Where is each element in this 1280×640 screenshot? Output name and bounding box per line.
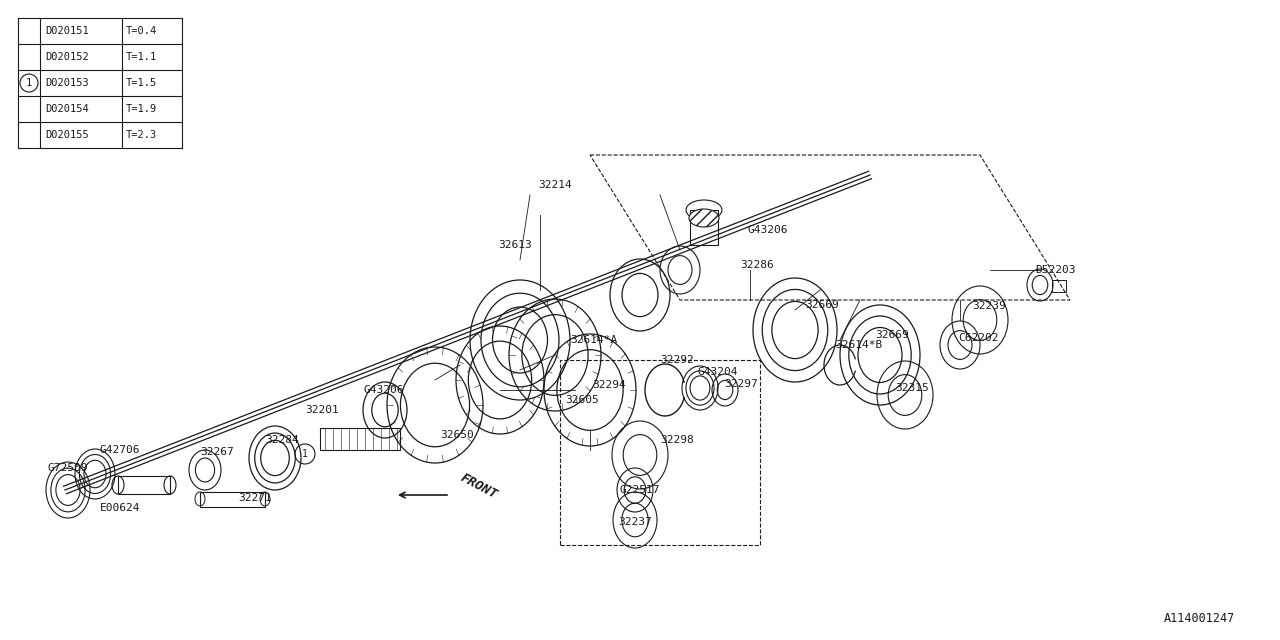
- Ellipse shape: [689, 209, 719, 227]
- Text: T=0.4: T=0.4: [125, 26, 157, 36]
- Text: D020155: D020155: [45, 130, 88, 140]
- Text: 32297: 32297: [724, 379, 758, 389]
- Text: 32669: 32669: [805, 300, 838, 310]
- Text: C62202: C62202: [957, 333, 998, 343]
- Text: 32284: 32284: [265, 435, 298, 445]
- Text: 32605: 32605: [564, 395, 599, 405]
- Text: G72509: G72509: [49, 463, 88, 473]
- Text: E00624: E00624: [100, 503, 141, 513]
- Text: 32614*A: 32614*A: [570, 335, 617, 345]
- Text: A114001247: A114001247: [1164, 612, 1235, 625]
- Text: 32669: 32669: [876, 330, 909, 340]
- Text: 32237: 32237: [618, 517, 652, 527]
- Text: 32650: 32650: [440, 430, 474, 440]
- Text: T=1.9: T=1.9: [125, 104, 157, 114]
- Text: 32294: 32294: [591, 380, 626, 390]
- Text: 32214: 32214: [538, 180, 572, 190]
- Text: 1: 1: [26, 78, 32, 88]
- Text: 32298: 32298: [660, 435, 694, 445]
- Text: 32271: 32271: [238, 493, 271, 503]
- Text: G42706: G42706: [100, 445, 141, 455]
- Text: 32239: 32239: [972, 301, 1006, 311]
- Text: D020153: D020153: [45, 78, 88, 88]
- Text: 32286: 32286: [740, 260, 773, 270]
- Text: D020154: D020154: [45, 104, 88, 114]
- Text: 32614*B: 32614*B: [835, 340, 882, 350]
- Text: T=1.5: T=1.5: [125, 78, 157, 88]
- Text: T=1.1: T=1.1: [125, 52, 157, 62]
- Bar: [561, 360, 760, 545]
- Text: 32613: 32613: [498, 240, 531, 250]
- Text: 1: 1: [302, 449, 308, 459]
- Text: 32201: 32201: [305, 405, 339, 415]
- Text: D020152: D020152: [45, 52, 88, 62]
- Text: 32292: 32292: [660, 355, 694, 365]
- Text: G43206: G43206: [748, 225, 788, 235]
- Bar: [320, 428, 399, 450]
- Text: G43204: G43204: [698, 367, 739, 377]
- Text: D52203: D52203: [1036, 265, 1075, 275]
- Bar: [118, 476, 170, 494]
- Text: G22517: G22517: [620, 485, 660, 495]
- Text: 32315: 32315: [895, 383, 929, 393]
- Bar: [200, 492, 265, 507]
- Text: D020151: D020151: [45, 26, 88, 36]
- Text: FRONT: FRONT: [458, 471, 499, 501]
- Text: G43206: G43206: [364, 385, 403, 395]
- Bar: [1052, 280, 1066, 292]
- Text: T=2.3: T=2.3: [125, 130, 157, 140]
- Bar: [690, 210, 718, 245]
- Text: 32267: 32267: [200, 447, 234, 457]
